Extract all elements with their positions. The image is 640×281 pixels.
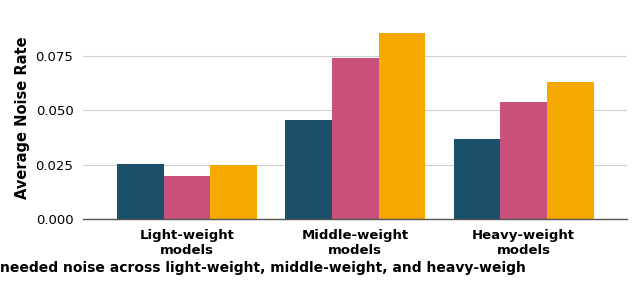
Bar	[163, 176, 210, 219]
Bar	[500, 102, 547, 219]
Bar	[332, 58, 378, 219]
Bar	[378, 33, 425, 219]
Bar	[454, 139, 500, 219]
Bar	[547, 82, 593, 219]
Bar	[117, 164, 163, 219]
Bar	[210, 165, 257, 219]
Text: needed noise across light-weight, middle-weight, and heavy-weigh: needed noise across light-weight, middle…	[0, 261, 526, 275]
Y-axis label: Average Noise Rate: Average Noise Rate	[15, 37, 30, 199]
Bar	[285, 120, 332, 219]
